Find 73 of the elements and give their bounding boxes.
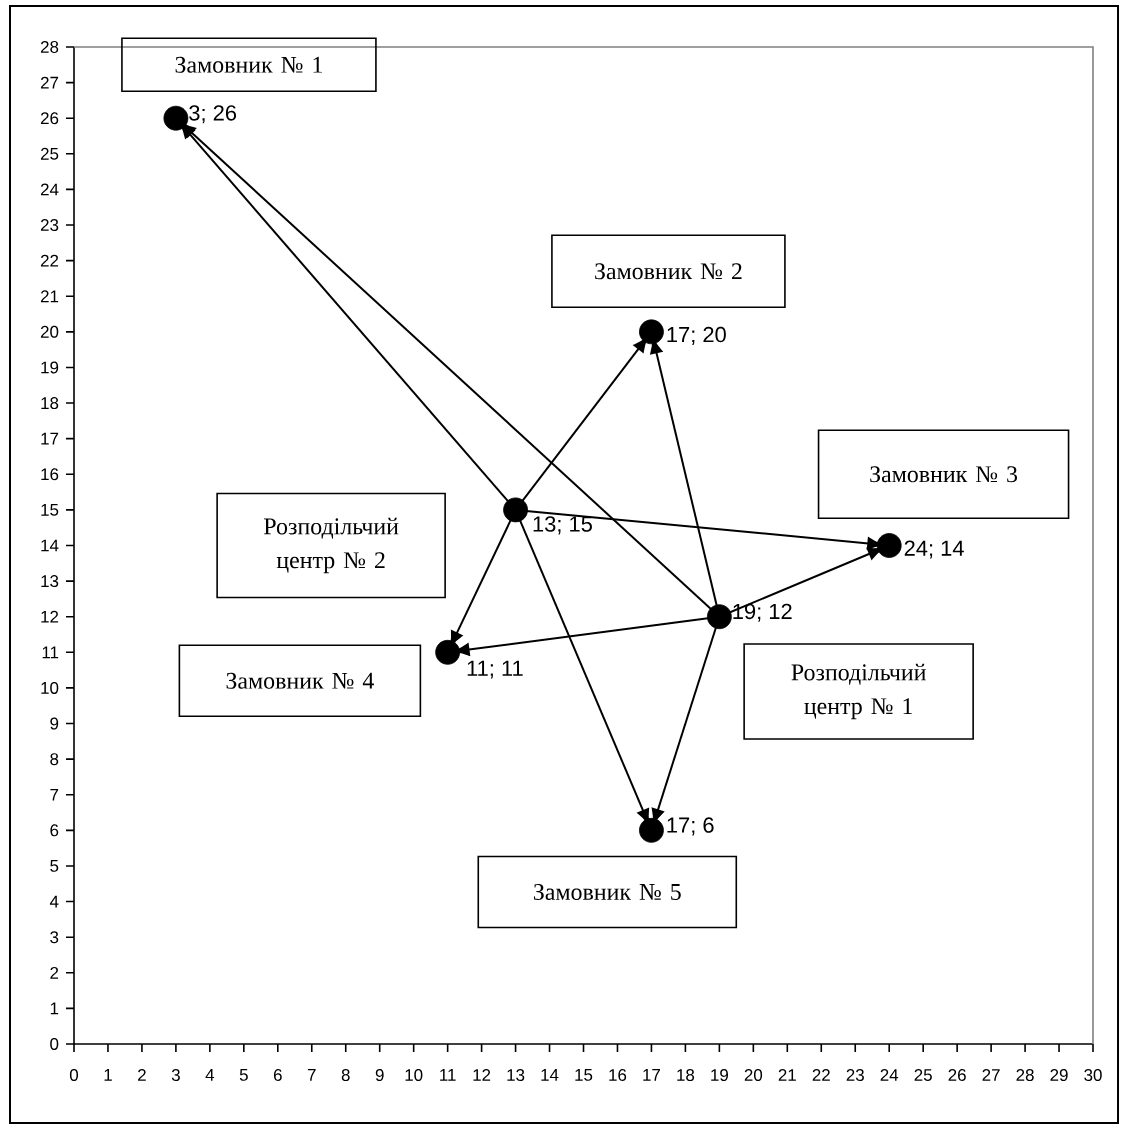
y-tick-label: 13 xyxy=(41,575,59,588)
x-tick-label: 10 xyxy=(405,1069,423,1082)
x-tick-label: 23 xyxy=(846,1069,864,1082)
y-tick-label: 3 xyxy=(50,931,59,944)
y-tick-label: 25 xyxy=(40,147,59,160)
x-tick-label: 25 xyxy=(914,1069,932,1082)
x-tick-label: 16 xyxy=(609,1069,627,1082)
x-tick-label: 20 xyxy=(744,1069,763,1082)
annotation: Замовник № 1 xyxy=(175,56,322,73)
y-tick-label: 23 xyxy=(40,219,59,232)
y-tick-label: 24 xyxy=(40,183,59,196)
y-tick-label: 5 xyxy=(50,860,59,872)
x-tick-label: 1 xyxy=(104,1069,112,1081)
x-tick-label: 5 xyxy=(239,1069,248,1081)
y-tick-label: 0 xyxy=(50,1038,59,1050)
y-tick-label: 21 xyxy=(40,290,59,303)
x-tick-label: 7 xyxy=(307,1069,316,1081)
data-label: 17; 20 xyxy=(667,326,726,345)
y-tick-label: 17 xyxy=(41,432,59,445)
y-tick-label: 16 xyxy=(41,468,59,481)
data-label: 11; 11 xyxy=(467,660,523,679)
y-tick-label: 26 xyxy=(40,112,59,125)
y-tick-label: 18 xyxy=(41,397,59,410)
annotation: Розподільчий центр № 1 xyxy=(791,663,926,720)
data-label: 19; 12 xyxy=(733,603,792,622)
annotation: Розподільчий центр № 2 xyxy=(264,517,399,574)
y-tick-label: 19 xyxy=(41,361,59,374)
x-tick-label: 11 xyxy=(440,1069,456,1081)
x-tick-label: 8 xyxy=(341,1069,350,1082)
y-tick-label: 9 xyxy=(50,717,59,730)
data-label: 24; 14 xyxy=(904,540,964,559)
data-label: 17; 6 xyxy=(667,817,714,836)
x-tick-label: 17 xyxy=(643,1069,660,1081)
x-tick-label: 13 xyxy=(507,1069,525,1082)
x-tick-label: 0 xyxy=(69,1069,79,1082)
y-tick-label: 10 xyxy=(41,681,59,694)
x-tick-label: 27 xyxy=(982,1069,1000,1081)
y-tick-label: 2 xyxy=(50,966,59,979)
x-tick-label: 2 xyxy=(138,1069,146,1081)
annotation: Замовник № 4 xyxy=(226,672,374,689)
y-tick-label: 27 xyxy=(40,76,59,89)
x-tick-label: 14 xyxy=(541,1069,559,1081)
x-tick-label: 30 xyxy=(1084,1069,1102,1082)
x-tick-label: 26 xyxy=(948,1069,966,1082)
x-tick-label: 15 xyxy=(575,1069,593,1081)
y-tick-label: 6 xyxy=(50,824,59,837)
data-label: 3; 26 xyxy=(189,105,237,124)
y-tick-label: 20 xyxy=(40,325,59,338)
x-tick-label: 21 xyxy=(778,1069,796,1081)
x-tick-label: 6 xyxy=(273,1069,282,1082)
x-tick-label: 9 xyxy=(375,1069,384,1082)
y-tick-label: 12 xyxy=(41,610,59,623)
x-tick-label: 29 xyxy=(1050,1069,1068,1082)
x-tick-label: 12 xyxy=(473,1069,491,1081)
y-tick-label: 1 xyxy=(50,1002,59,1015)
annotation: Замовник № 2 xyxy=(595,263,742,280)
y-tick-label: 28 xyxy=(40,41,59,53)
x-tick-label: 18 xyxy=(677,1069,695,1082)
x-tick-label: 4 xyxy=(205,1069,215,1081)
y-tick-label: 4 xyxy=(49,895,59,908)
x-tick-label: 24 xyxy=(880,1069,899,1081)
y-tick-label: 8 xyxy=(50,753,59,766)
y-tick-label: 7 xyxy=(50,788,59,801)
y-tick-label: 14 xyxy=(41,539,59,552)
x-tick-label: 22 xyxy=(812,1069,830,1081)
annotation: Замовник № 3 xyxy=(870,466,1018,483)
y-tick-label: 15 xyxy=(41,503,59,516)
y-tick-label: 22 xyxy=(40,254,59,267)
x-tick-label: 19 xyxy=(711,1069,728,1082)
x-tick-label: 28 xyxy=(1016,1069,1034,1082)
annotation: Замовник № 5 xyxy=(533,883,681,900)
y-tick-label: 11 xyxy=(42,646,59,659)
x-tick-label: 3 xyxy=(171,1069,180,1082)
